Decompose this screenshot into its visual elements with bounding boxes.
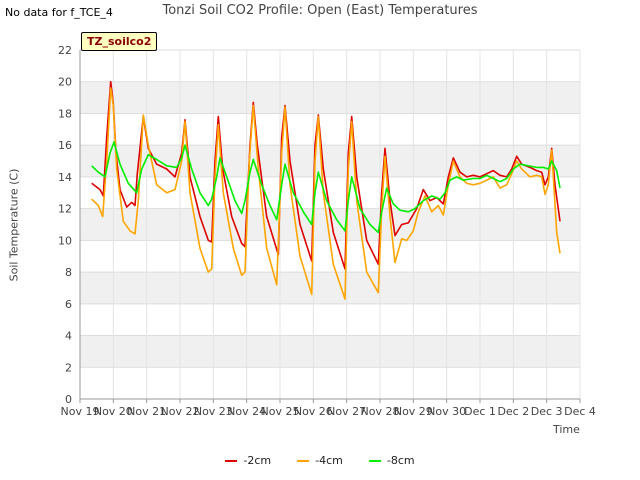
legend-swatch-4cm — [297, 459, 310, 462]
y-tick-label: 20 — [58, 76, 72, 89]
x-tick-label: Dec 4 — [564, 405, 596, 418]
legend-item-4cm[interactable]: -4cm — [297, 454, 343, 467]
x-tick-label: Nov 23 — [194, 405, 233, 418]
x-tick-label: Nov 21 — [127, 405, 166, 418]
legend-label-2cm: -2cm — [243, 454, 272, 467]
x-tick-label: Nov 29 — [394, 405, 433, 418]
x-tick-label: Nov 22 — [161, 405, 200, 418]
x-tick-label: Nov 26 — [294, 405, 333, 418]
x-tick-label: Dec 1 — [464, 405, 496, 418]
series-line-minus-2cm — [91, 80, 561, 270]
plot-band — [80, 145, 580, 177]
y-tick-label: 12 — [58, 203, 72, 216]
x-tick-label: Nov 24 — [227, 405, 266, 418]
plot-band — [80, 81, 580, 114]
y-tick-label: 2 — [65, 361, 72, 374]
x-tick-label: Dec 3 — [531, 405, 563, 418]
y-tick-label: 22 — [58, 44, 72, 57]
chart-title: Tonzi Soil CO2 Profile: Open (East) Temp… — [162, 3, 478, 18]
y-axis-label: Soil Temperature (C) — [7, 168, 21, 282]
y-tick-label: 14 — [58, 171, 72, 184]
legend-swatch-2cm — [225, 459, 238, 462]
y-tick-label: 4 — [65, 330, 72, 343]
x-axis-label: Time — [553, 423, 580, 436]
plot-band — [80, 272, 580, 304]
x-tick-label: Nov 25 — [261, 405, 300, 418]
legend-label-4cm: -4cm — [315, 454, 343, 467]
no-data-message: No data for f_TCE_4 — [5, 6, 113, 19]
y-tick-label: 8 — [65, 266, 72, 279]
series-line-minus-8cm — [91, 141, 561, 234]
y-tick-label: 0 — [65, 393, 72, 406]
series-line-minus-4cm — [91, 87, 561, 300]
plot-band — [80, 335, 580, 368]
x-tick-label: Dec 2 — [497, 405, 529, 418]
series-layer — [91, 80, 561, 300]
x-tick-label: Nov 30 — [427, 405, 466, 418]
y-tick-label: 18 — [58, 107, 72, 120]
legend-label-8cm: -8cm — [386, 454, 415, 467]
legend-item-8cm[interactable]: -8cm — [368, 454, 415, 467]
legend-swatch-8cm — [368, 459, 381, 462]
x-tick-label: Nov 28 — [361, 405, 400, 418]
x-tick-label: Nov 19 — [61, 405, 100, 418]
y-tick-label: 10 — [58, 234, 72, 247]
y-tick-label: 16 — [58, 139, 72, 152]
site-badge: TZ_soilco2 — [81, 32, 158, 51]
axes — [79, 50, 581, 403]
x-tick-label: Nov 27 — [327, 405, 366, 418]
legend: -2cm -4cm -8cm — [0, 454, 640, 467]
y-tick-label: 6 — [65, 298, 72, 311]
legend-item-2cm[interactable]: -2cm — [225, 454, 271, 467]
x-tick-label: Nov 20 — [94, 405, 133, 418]
plot-background-bands — [80, 81, 580, 368]
